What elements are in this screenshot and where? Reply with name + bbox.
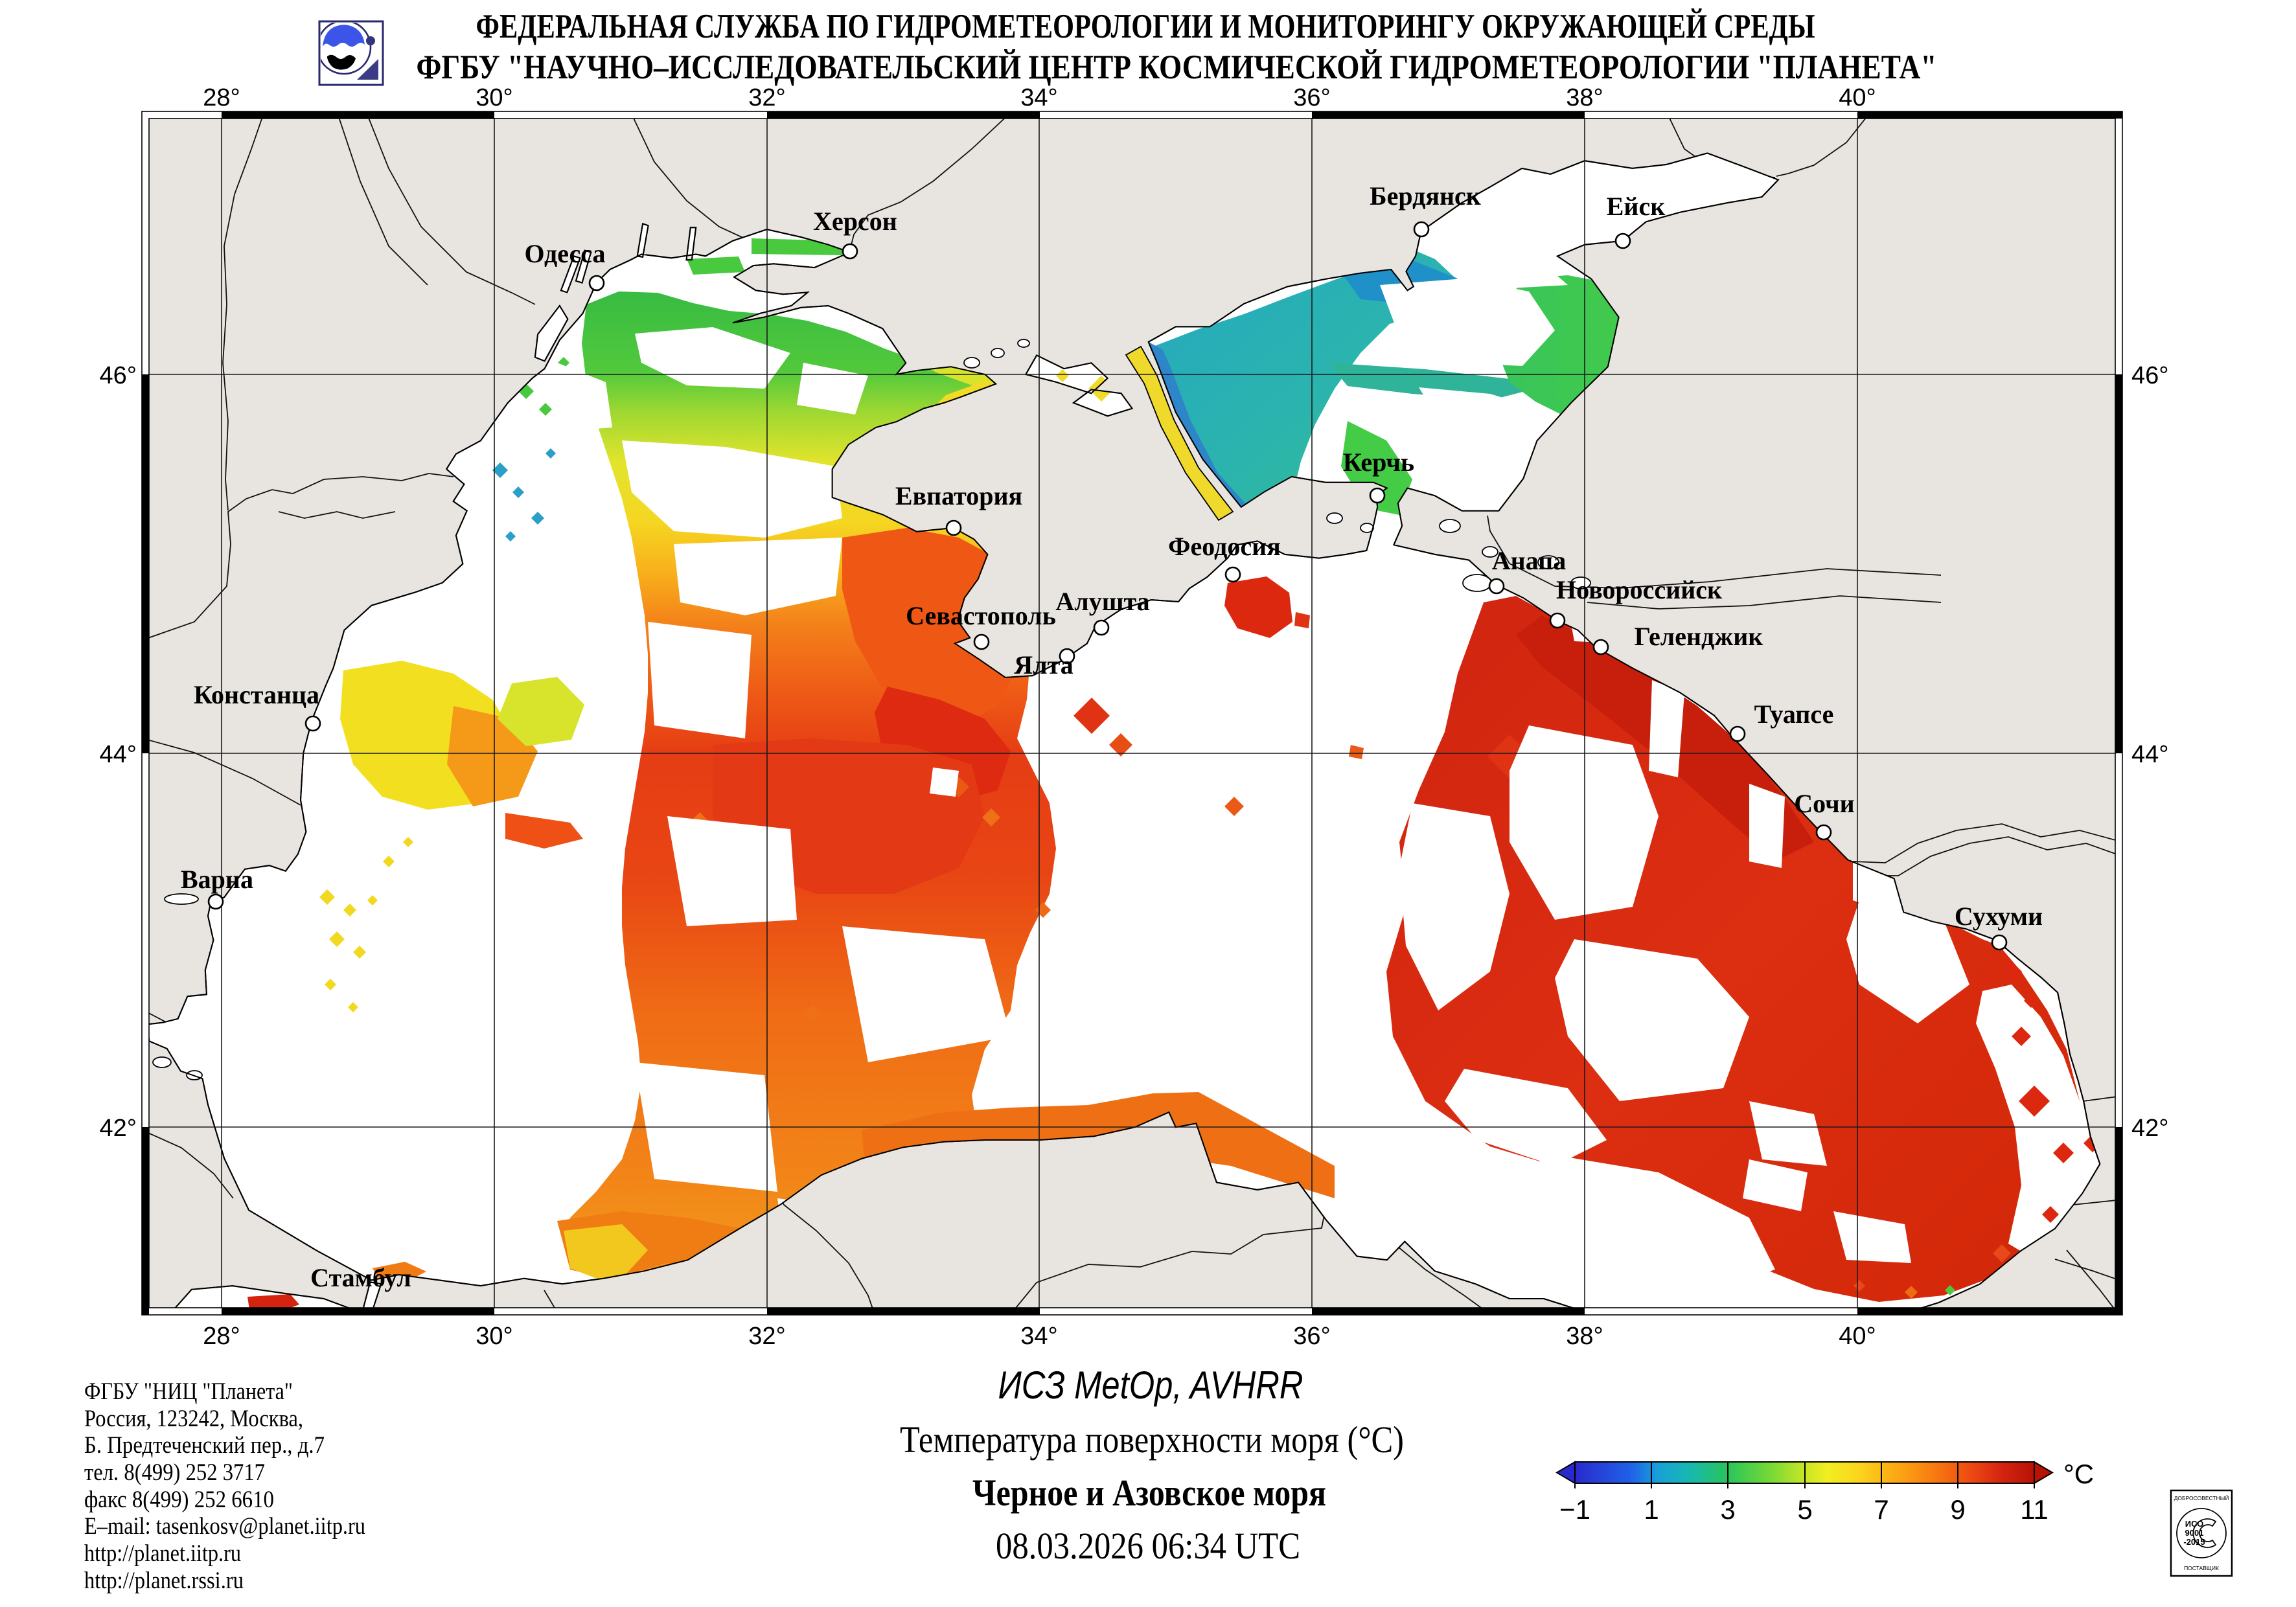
svg-text:тел. 8(499) 252 3717: тел. 8(499) 252 3717 [84, 1459, 265, 1486]
svg-text:34°: 34° [1020, 1323, 1057, 1350]
svg-text:Одесса: Одесса [524, 239, 605, 268]
svg-text:11: 11 [2020, 1494, 2049, 1525]
svg-text:08.03.2026 06:34 UTC: 08.03.2026 06:34 UTC [996, 1525, 1300, 1567]
svg-text:Сочи: Сочи [1794, 789, 1854, 818]
svg-text:5: 5 [1797, 1494, 1812, 1525]
svg-text:Варна: Варна [181, 865, 253, 894]
svg-text:40°: 40° [1839, 1323, 1876, 1350]
svg-text:28°: 28° [203, 84, 240, 111]
svg-text:ФЕДЕРАЛЬНАЯ СЛУЖБА ПО ГИДРОМЕТ: ФЕДЕРАЛЬНАЯ СЛУЖБА ПО ГИДРОМЕТЕОРОЛОГИИ … [476, 8, 1815, 45]
svg-text:30°: 30° [476, 84, 512, 111]
svg-text:ДОБРОСОВЕСТНЫЙ: ДОБРОСОВЕСТНЫЙ [2174, 1494, 2229, 1501]
svg-text:9: 9 [1950, 1494, 1965, 1525]
svg-text:ИСЗ MetOp, AVHRR: ИСЗ MetOp, AVHRR [998, 1363, 1303, 1407]
svg-text:44°: 44° [2131, 741, 2168, 768]
svg-text:32°: 32° [748, 1323, 785, 1350]
svg-text:28°: 28° [203, 1323, 240, 1350]
svg-text:°C: °C [2063, 1459, 2094, 1489]
svg-text:E–mail: tasenkosv@planet.iitp.: E–mail: tasenkosv@planet.iitp.ru [84, 1513, 365, 1540]
svg-text:36°: 36° [1293, 84, 1330, 111]
svg-text:Алушта: Алушта [1055, 587, 1149, 616]
svg-text:Россия, 123242, Москва,: Россия, 123242, Москва, [84, 1406, 303, 1432]
svg-text:46°: 46° [2131, 362, 2168, 389]
svg-text:Сухуми: Сухуми [1955, 902, 2043, 931]
svg-text:ПОСТАВЩИК: ПОСТАВЩИК [2184, 1565, 2219, 1571]
svg-text:Черное и Азовское моря: Черное и Азовское моря [972, 1472, 1326, 1514]
svg-text:ФГБУ "НИЦ "Планета": ФГБУ "НИЦ "Планета" [84, 1378, 293, 1405]
svg-text:Новороссийск: Новороссийск [1556, 575, 1722, 604]
svg-text:42°: 42° [100, 1115, 137, 1142]
svg-text:факс 8(499) 252 6610: факс 8(499) 252 6610 [84, 1487, 274, 1513]
svg-text:9001: 9001 [2185, 1528, 2204, 1538]
svg-text:Б. Предтеченский пер., д.7: Б. Предтеченский пер., д.7 [84, 1432, 325, 1459]
svg-text:30°: 30° [476, 1323, 512, 1350]
svg-text:7: 7 [1874, 1494, 1888, 1525]
svg-text:Евпатория: Евпатория [895, 481, 1022, 510]
svg-text:Херсон: Херсон [813, 207, 897, 236]
svg-text:Бердянск: Бердянск [1370, 181, 1481, 211]
svg-text:36°: 36° [1293, 1323, 1330, 1350]
svg-text:44°: 44° [100, 741, 137, 768]
svg-text:Анапа: Анапа [1492, 546, 1566, 575]
svg-text:42°: 42° [2131, 1115, 2168, 1142]
svg-text:ИСО: ИСО [2185, 1519, 2204, 1529]
svg-text:40°: 40° [1839, 84, 1876, 111]
svg-text:38°: 38° [1566, 1323, 1603, 1350]
svg-text:3: 3 [1720, 1494, 1735, 1525]
svg-text:Керчь: Керчь [1343, 448, 1414, 477]
svg-text:38°: 38° [1566, 84, 1603, 111]
svg-text:−1: −1 [1559, 1494, 1590, 1525]
svg-text:Туапсе: Туапсе [1754, 700, 1834, 729]
svg-text:Ейск: Ейск [1607, 192, 1666, 221]
svg-text:46°: 46° [100, 362, 137, 389]
svg-text:Ялта: Ялта [1014, 650, 1073, 679]
svg-text:1: 1 [1644, 1494, 1659, 1525]
svg-text:Констанца: Констанца [194, 680, 319, 709]
svg-text:ФГБУ "НАУЧНО–ИССЛЕДОВАТЕЛЬСКИЙ: ФГБУ "НАУЧНО–ИССЛЕДОВАТЕЛЬСКИЙ ЦЕНТР КОС… [417, 49, 1937, 86]
svg-text:http://planet.rssi.ru: http://planet.rssi.ru [84, 1567, 244, 1594]
svg-text:-2015: -2015 [2183, 1537, 2205, 1547]
svg-text:Севастополь: Севастополь [906, 601, 1056, 630]
svg-text:34°: 34° [1020, 84, 1057, 111]
svg-text:Феодосия: Феодосия [1168, 532, 1281, 561]
svg-text:Температура поверхности моря (: Температура поверхности моря (°C) [900, 1419, 1404, 1461]
svg-text:Стамбул: Стамбул [310, 1263, 411, 1292]
svg-text:32°: 32° [748, 84, 785, 111]
svg-text:Геленджик: Геленджик [1635, 622, 1763, 651]
svg-text:http://planet.iitp.ru: http://planet.iitp.ru [84, 1540, 241, 1567]
